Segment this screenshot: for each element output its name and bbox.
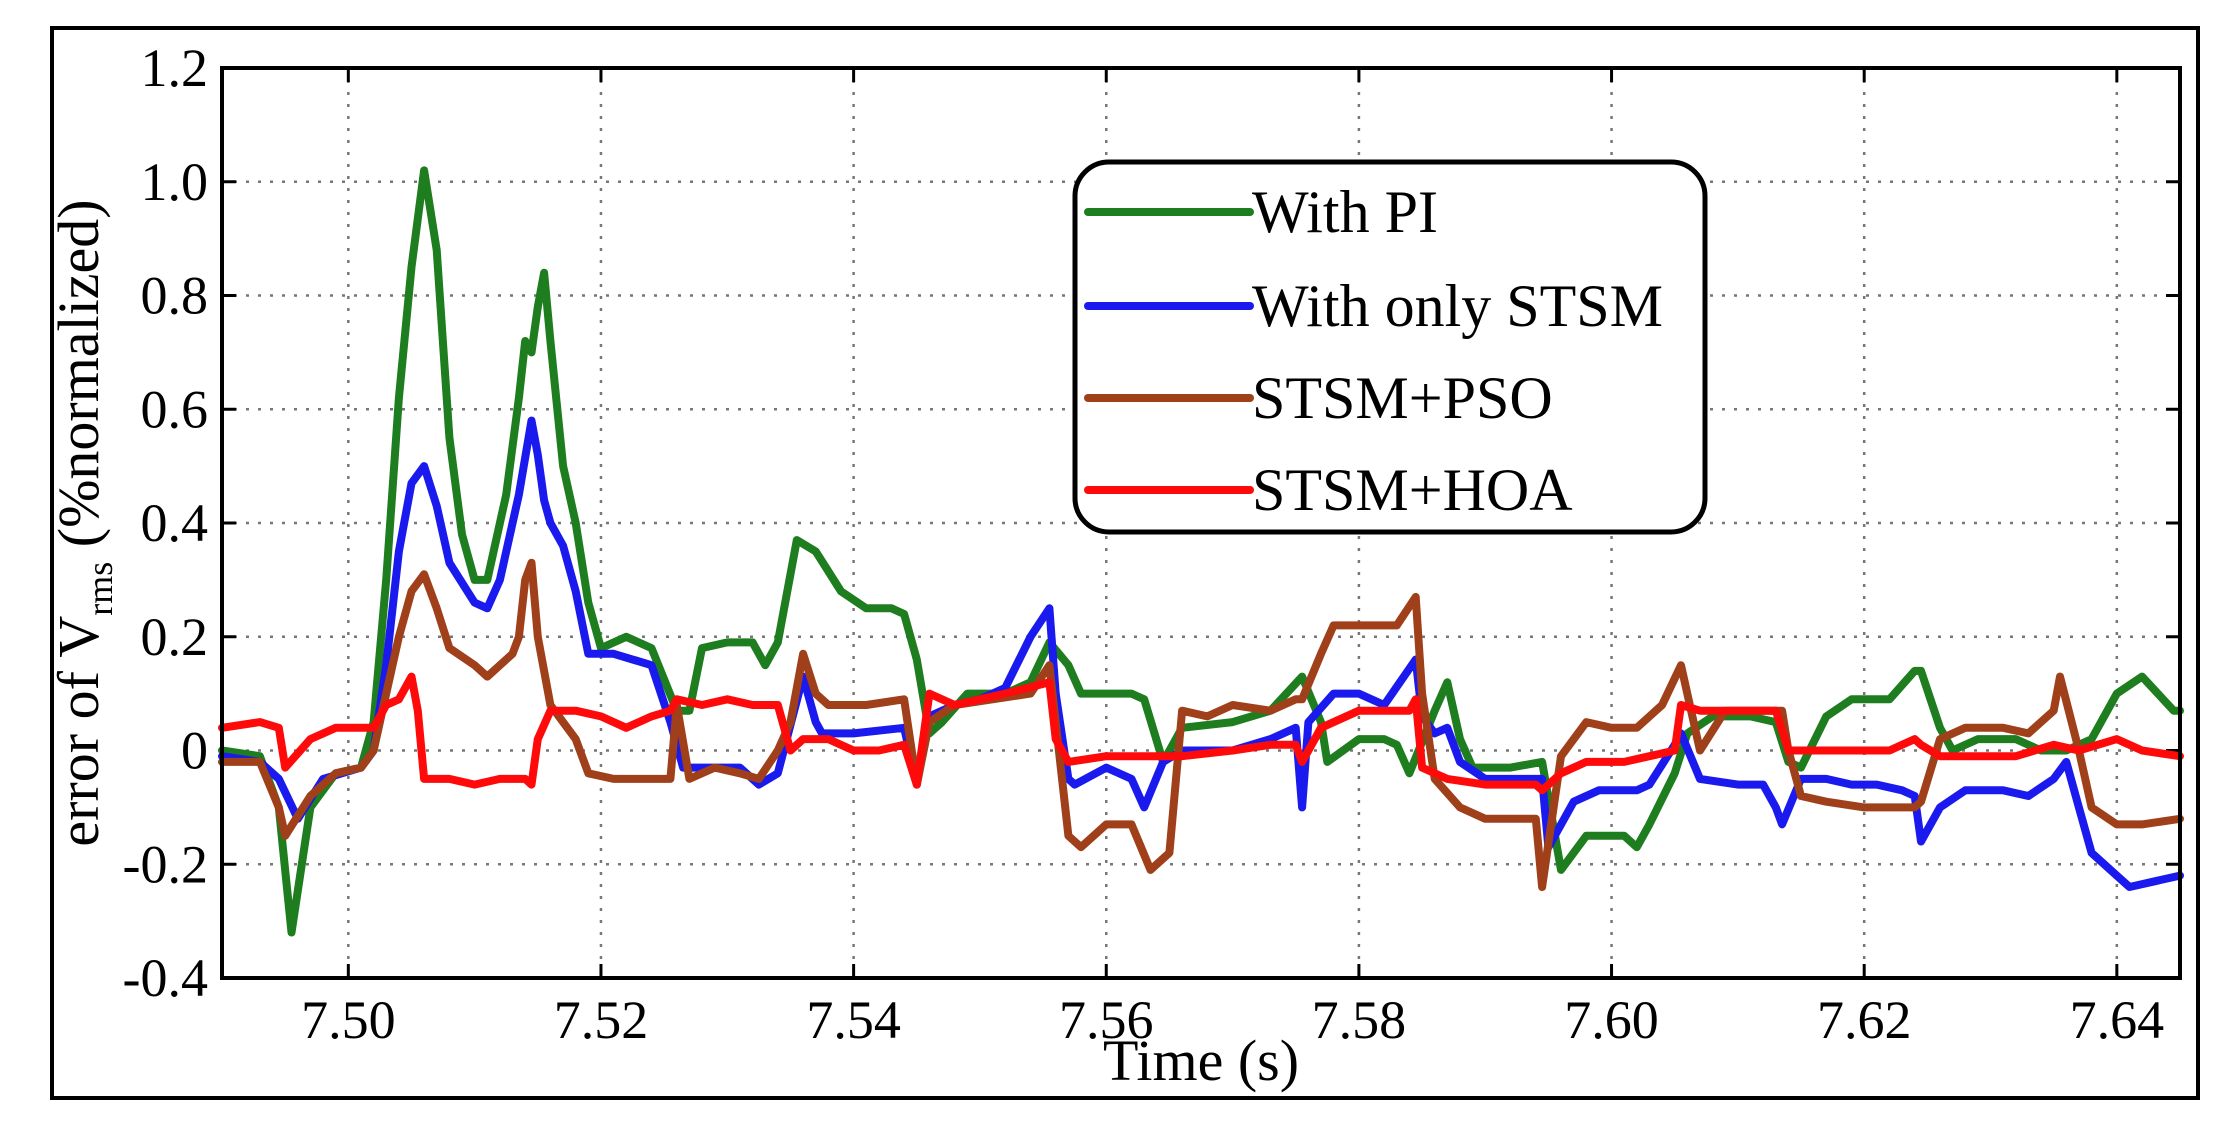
legend-label-2: With only STSM <box>1252 273 1663 339</box>
legend-label-3: STSM+PSO <box>1252 365 1553 431</box>
y-axis-title-main: error of V <box>46 616 111 847</box>
x-tick-label: 7.52 <box>554 990 649 1050</box>
x-tick-label: 7.56 <box>1059 990 1154 1050</box>
y-tick-label: 0.6 <box>141 379 209 439</box>
y-axis-title-suffix: (%normalized) <box>46 199 111 561</box>
y-tick-label: 1.0 <box>141 152 209 212</box>
x-tick-label: 7.62 <box>1817 990 1912 1050</box>
y-tick-labels: -0.4 -0.2 0 0.2 0.4 0.6 0.8 1.0 1.2 <box>123 38 208 1008</box>
x-tick-label: 7.64 <box>2070 990 2165 1050</box>
y-tick-label: 1.2 <box>141 38 209 98</box>
outer-frame <box>50 26 2200 1100</box>
x-tick-label: 7.50 <box>301 990 396 1050</box>
x-tick-label: 7.54 <box>806 990 901 1050</box>
x-tick-label: 7.58 <box>1312 990 1407 1050</box>
y-tick-label: 0.2 <box>141 607 209 667</box>
y-tick-label: 0 <box>181 721 208 781</box>
legend-box <box>1072 159 1708 535</box>
y-axis-title-subscript: rms <box>80 562 120 616</box>
series-line-2 <box>218 416 2184 891</box>
series-line-3 <box>218 558 2184 891</box>
x-tick-label: 7.60 <box>1564 990 1659 1050</box>
y-axis-title: error of Vrms (%normalized) <box>46 199 120 846</box>
legend-label-4: STSM+HOA <box>1252 457 1573 523</box>
series-line-4 <box>218 672 2184 795</box>
legend: With PI With only STSM STSM+PSO STSM+HOA <box>1072 159 1708 535</box>
y-tick-label: -0.4 <box>123 948 208 1008</box>
y-tick-label: 0.8 <box>141 266 209 326</box>
legend-label-1: With PI <box>1252 179 1438 245</box>
plot-area-frame <box>220 66 2182 980</box>
x-axis-title: Time (s) <box>1103 1028 1299 1093</box>
series-layer <box>218 166 2184 937</box>
y-tick-label: -0.2 <box>123 834 208 894</box>
y-tick-label: 0.4 <box>141 493 209 553</box>
x-tick-labels: 7.50 7.52 7.54 7.56 7.58 7.60 7.62 7.64 <box>301 990 2164 1050</box>
